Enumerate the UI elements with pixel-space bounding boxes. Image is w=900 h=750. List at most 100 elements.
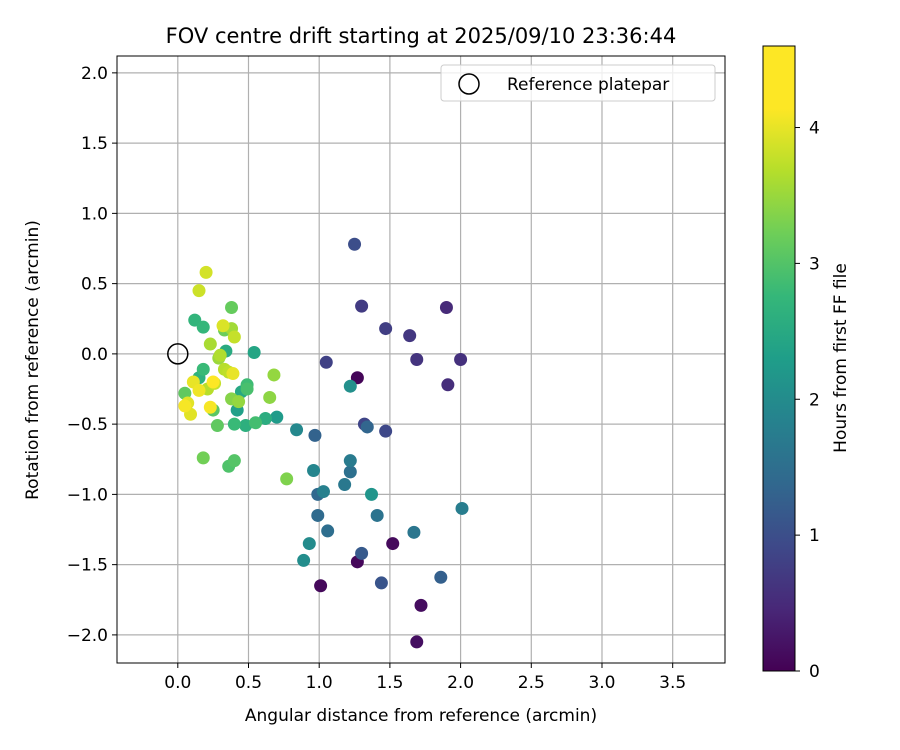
y-axis-label: Rotation from reference (arcmin) (23, 220, 43, 500)
data-point (403, 329, 417, 343)
data-point (314, 579, 328, 593)
data-point (434, 570, 448, 584)
data-point (240, 382, 254, 396)
data-point (439, 301, 453, 315)
data-point (374, 576, 388, 590)
x-tick-label: 3.0 (588, 673, 615, 693)
colorbar-tick-label: 3 (809, 254, 820, 274)
data-point (216, 319, 230, 333)
y-tick-label: −2.0 (67, 626, 108, 646)
data-point (379, 322, 393, 336)
data-point (407, 525, 421, 539)
colorbar-tick-label: 0 (809, 662, 820, 682)
x-tick-label: 2.0 (447, 673, 474, 693)
data-point (178, 386, 192, 400)
data-point (227, 454, 241, 468)
data-point (192, 284, 206, 298)
data-point (307, 464, 321, 478)
y-tick-label: −1.0 (67, 485, 108, 505)
y-tick-label: 1.0 (81, 204, 108, 224)
data-point (379, 424, 393, 438)
data-point (348, 237, 362, 251)
x-axis-ticks: 0.0 0.5 1.0 1.5 2.0 2.5 3.0 3.5 (164, 663, 686, 693)
data-point (410, 353, 424, 366)
colorbar: 0 1 2 3 4 Hours from first FF file (762, 45, 851, 682)
x-tick-label: 0.5 (235, 673, 262, 693)
data-point (232, 395, 246, 409)
data-point (302, 537, 316, 551)
data-point (321, 524, 335, 538)
colorbar-ticks: 0 1 2 3 4 (795, 119, 820, 682)
data-point (308, 428, 322, 442)
data-point (355, 299, 369, 313)
x-axis-label: Angular distance from reference (arcmin) (245, 706, 597, 726)
colorbar-tick-label: 4 (809, 119, 820, 139)
data-point (239, 419, 253, 433)
data-point (365, 487, 379, 501)
y-tick-label: 0.5 (81, 275, 108, 295)
data-point (270, 410, 284, 424)
x-tick-label: 3.5 (659, 673, 686, 693)
data-point (227, 417, 241, 431)
data-point (343, 454, 357, 468)
legend-box (440, 64, 716, 102)
data-point (355, 546, 369, 560)
data-point (249, 416, 263, 430)
colorbar-tick-label: 2 (809, 390, 820, 410)
data-point (227, 330, 241, 344)
colorbar-gradient (762, 45, 796, 672)
data-point (343, 379, 357, 393)
legend-marker-icon (458, 73, 480, 95)
data-point (206, 375, 220, 389)
y-tick-label: −1.5 (67, 556, 108, 576)
x-tick-label: 1.0 (306, 673, 333, 693)
chart-title: FOV centre drift starting at 2025/09/10 … (166, 24, 677, 48)
y-axis-ticks: 2.0 1.5 1.0 0.5 0.0 −0.5 −1.0 −1.5 −2.0 (67, 64, 117, 646)
data-point (343, 465, 357, 479)
y-tick-label: 1.5 (81, 134, 108, 154)
data-point (280, 472, 294, 486)
data-point (196, 320, 210, 334)
data-point (454, 353, 468, 366)
y-tick-label: 2.0 (81, 64, 108, 84)
data-point (226, 367, 240, 381)
data-point (360, 420, 374, 434)
data-point (414, 598, 428, 612)
data-point (267, 368, 281, 382)
data-point (258, 412, 272, 426)
colorbar-label: Hours from first FF file (831, 263, 851, 453)
colorbar-tick-label: 1 (809, 526, 820, 546)
data-point (410, 635, 424, 649)
data-point (316, 485, 330, 499)
x-tick-label: 0.0 (164, 673, 191, 693)
reference-platepar-marker (167, 343, 189, 365)
data-point (263, 390, 277, 404)
plot-frame (116, 55, 726, 664)
data-point (203, 337, 217, 351)
legend: Reference platepar (440, 64, 716, 102)
data-point (196, 362, 210, 376)
data-point (203, 400, 217, 414)
data-point (196, 451, 210, 465)
data-point (199, 265, 213, 279)
data-point (386, 537, 400, 551)
data-point (210, 419, 224, 433)
data-point (192, 383, 206, 397)
data-point (319, 355, 333, 369)
data-point (370, 508, 384, 522)
legend-label: Reference platepar (507, 75, 669, 95)
data-point (178, 399, 192, 413)
grid-lines (117, 56, 725, 663)
data-point (290, 423, 304, 437)
y-tick-label: −0.5 (67, 415, 108, 435)
data-point (213, 348, 227, 362)
x-tick-label: 1.5 (376, 673, 403, 693)
data-point (297, 553, 311, 567)
x-tick-label: 2.5 (518, 673, 545, 693)
data-point (247, 345, 261, 359)
data-point (311, 508, 325, 522)
y-tick-label: 0.0 (81, 345, 108, 365)
data-point (455, 501, 469, 515)
data-point (338, 478, 352, 492)
